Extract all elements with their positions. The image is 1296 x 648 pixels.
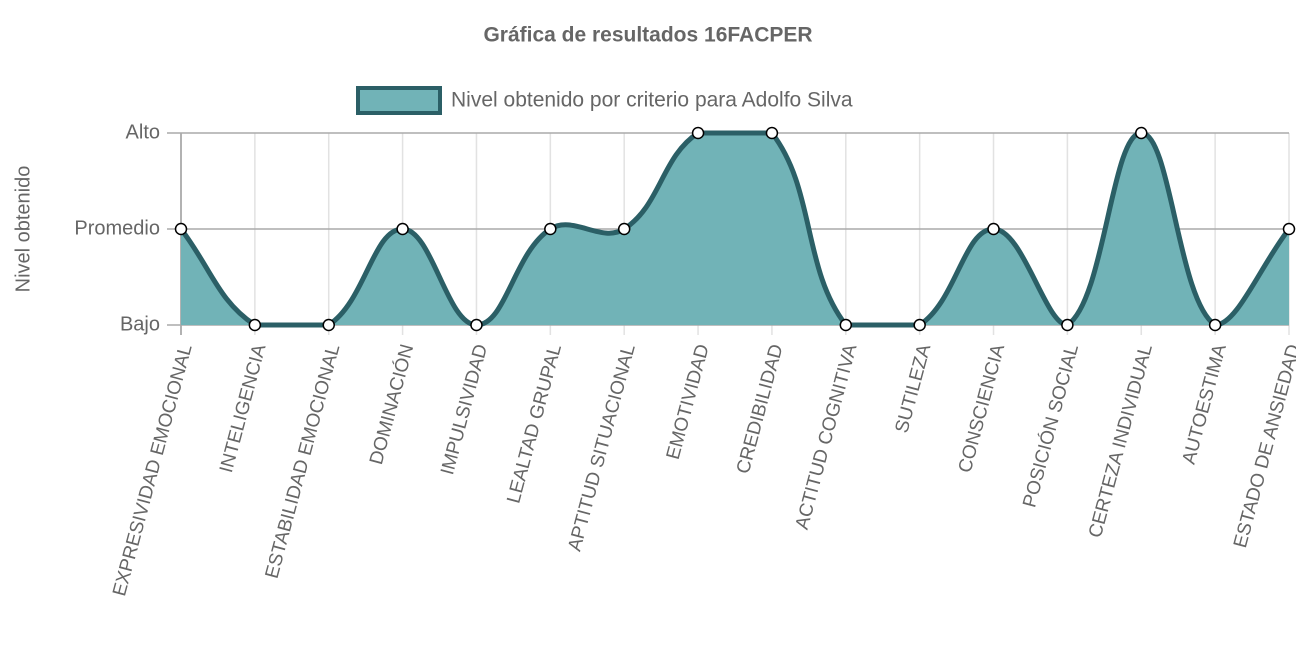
x-tick-label: APTITUD SITUACIONAL <box>564 342 639 553</box>
point <box>913 318 926 332</box>
x-tick-label: CONSCIENCIA <box>955 342 1010 475</box>
point <box>691 126 705 140</box>
point <box>1135 126 1148 140</box>
point <box>839 318 853 332</box>
point <box>617 222 631 236</box>
y-tick-label: Bajo <box>120 313 160 335</box>
point <box>1208 318 1222 332</box>
x-tick-label: IMPULSIVIDAD <box>437 342 492 477</box>
x-tick-label: INTELIGENCIA <box>216 342 271 475</box>
point <box>174 222 188 236</box>
x-tick-label: DOMINACIÓN <box>365 342 418 467</box>
x-tick-label: ACTITUD COGNITIVA <box>792 342 862 532</box>
y-tick-label: Promedio <box>74 217 160 239</box>
legend-label: Nivel obtenido por criterio para Adolfo … <box>451 89 853 112</box>
point <box>765 126 779 140</box>
area <box>181 133 1289 325</box>
x-tick-label: SUTILEZA <box>892 342 936 435</box>
x-tick-label: CREDIBILIDAD <box>733 342 788 476</box>
x-tick-label: POSICIÓN SOCIAL <box>1018 342 1083 510</box>
x-tick-label: EXPRESIVIDAD EMOCIONAL <box>109 342 197 598</box>
point <box>1061 318 1074 332</box>
x-tick-label: ESTABILIDAD EMOCIONAL <box>262 342 345 581</box>
x-tick-label: AUTOESTIMA <box>1179 342 1231 467</box>
point <box>470 318 483 332</box>
y-tick-label: Alto <box>126 121 160 143</box>
point <box>987 222 1000 236</box>
chart-title: Gráfica de resultados 16FACPER <box>483 24 812 47</box>
point <box>1282 222 1296 236</box>
point <box>544 222 557 236</box>
point <box>248 318 262 332</box>
x-tick-label: CERTEZA INDIVIDUAL <box>1085 342 1157 540</box>
point <box>322 318 335 332</box>
x-tick-label: LEALTAD GRUPAL <box>503 342 566 506</box>
y-axis-label: Nivel obtenido <box>12 166 34 293</box>
legend-swatch <box>356 86 442 115</box>
x-tick-label: EMOTIVIDAD <box>663 342 714 462</box>
x-tick-label: ESTADO DE ANSIEDAD <box>1230 342 1296 550</box>
point <box>396 222 409 236</box>
